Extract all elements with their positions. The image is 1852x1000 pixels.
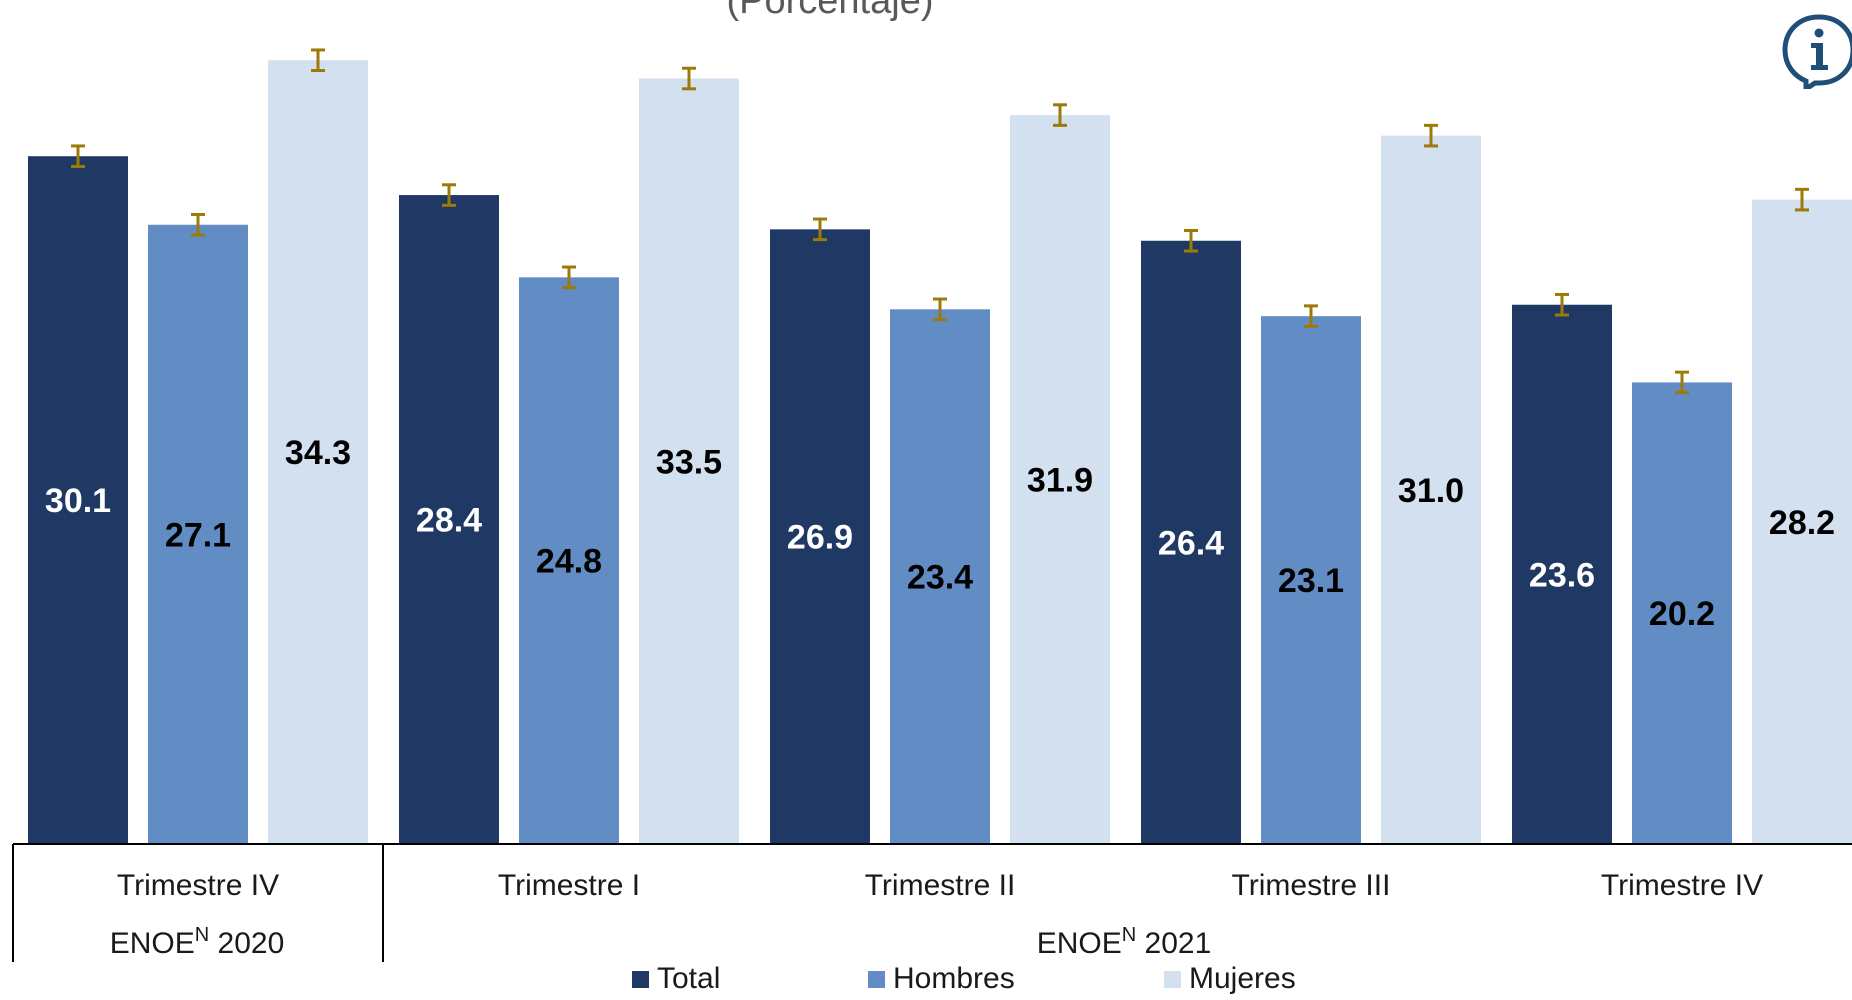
group-label-2: ENOEN 2021 [1037,924,1212,960]
bar-mujeres-4 [1381,135,1481,844]
bar-total-1 [28,156,128,845]
bar-total-2 [399,195,499,844]
data-label-total-3: 26.9 [787,519,853,557]
bar-total-5 [1512,304,1612,844]
bar-mujeres-5 [1752,199,1852,844]
x-tick-label-5: Trimestre IV [1601,869,1763,902]
data-label-hombres-3: 23.4 [907,559,973,597]
bar-chart: 30.1 28.4 26.9 26.4 23.6 27.1 24.8 23.4 23.1 20.2… [12,48,1852,962]
x-tick-label-1: Trimestre IV [117,869,279,902]
legend-swatch-mujeres [1164,970,1181,988]
bar-hombres-4 [1261,316,1361,844]
legend-swatch-total [632,970,649,988]
group-label-1: ENOEN 2020 [110,924,285,960]
data-label-hombres-4: 23.1 [1278,562,1344,600]
legend-item-total: Total [632,962,720,996]
legend-item-hombres: Hombres [868,962,1015,996]
bar-mujeres-1 [268,60,368,845]
x-tick-label-2: Trimestre I [498,869,640,902]
bar-total-3 [770,229,870,844]
data-label-mujeres-5: 28.2 [1769,504,1835,542]
data-label-hombres-1: 27.1 [165,516,231,554]
legend-item-mujeres: Mujeres [1164,962,1296,996]
legend-swatch-hombres [868,970,885,988]
info-icon[interactable] [1781,13,1852,89]
data-label-total-2: 28.4 [416,502,482,540]
data-label-hombres-5: 20.2 [1649,595,1715,633]
bar-hombres-3 [890,309,990,844]
bar-hombres-2 [519,277,619,844]
bar-mujeres-2 [639,78,739,844]
data-label-mujeres-2: 33.5 [656,443,722,481]
data-label-mujeres-3: 31.9 [1027,462,1093,500]
data-label-total-5: 23.6 [1529,556,1595,594]
x-tick-label-3: Trimestre II [865,869,1016,902]
bar-total-4 [1141,240,1241,844]
chart-subtitle: (Porcentaje) [726,0,934,22]
bar-hombres-1 [148,224,248,844]
legend-label-mujeres: Mujeres [1189,962,1296,995]
data-label-total-1: 30.1 [45,482,111,520]
data-label-total-4: 26.4 [1158,524,1224,562]
x-tick-label-4: Trimestre III [1232,869,1391,902]
chart-legend: Total Hombres Mujeres [0,962,1852,1000]
bar-hombres-5 [1632,382,1732,844]
legend-label-total: Total [657,962,721,995]
data-label-mujeres-4: 31.0 [1398,472,1464,510]
data-label-hombres-2: 24.8 [536,543,602,581]
data-label-mujeres-1: 34.3 [285,434,351,472]
legend-label-hombres: Hombres [893,962,1015,995]
bar-mujeres-3 [1010,115,1110,844]
